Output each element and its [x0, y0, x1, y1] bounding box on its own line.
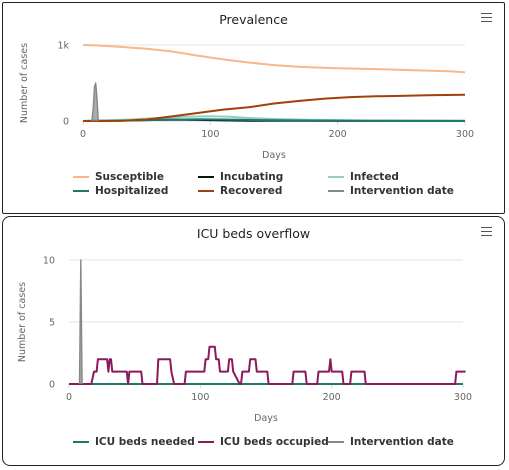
legend-item-hospitalized[interactable]: Hospitalized — [73, 185, 168, 197]
series-line-recovered[interactable] — [82, 93, 466, 122]
x-tick-label: 100 — [201, 129, 219, 140]
legend-swatch — [73, 176, 89, 178]
menu-icon[interactable] — [481, 227, 492, 237]
x-tick-label: 0 — [66, 392, 72, 403]
legend-item-susceptible[interactable]: Susceptible — [73, 171, 164, 183]
legend-item-icu-beds-occupied[interactable]: ICU beds occupied — [198, 436, 329, 448]
legend-swatch — [328, 441, 344, 443]
legend-label: Incubating — [220, 171, 284, 183]
y-tick-label: 5 — [49, 318, 55, 329]
series-line-intervention-date[interactable] — [91, 82, 99, 122]
legend-label: Recovered — [220, 185, 283, 197]
x-tick-label: 0 — [80, 129, 86, 140]
y-axis-label: Number of cases — [19, 43, 30, 123]
y-tick-label: 1k — [57, 41, 69, 52]
legend-label: Infected — [350, 171, 399, 183]
legend-label: ICU beds needed — [95, 436, 195, 448]
series-line-susceptible[interactable] — [82, 44, 466, 74]
x-tick-label: 300 — [456, 129, 474, 140]
prevalence-chart: 0 1k 0 100 200 300 Days Number of cases — [19, 41, 474, 162]
legend-label: Intervention date — [350, 436, 454, 448]
icu-title: ICU beds overflow — [196, 226, 311, 241]
prevalence-title: Prevalence — [219, 12, 288, 27]
x-axis-label: Days — [254, 413, 278, 424]
legend-swatch — [198, 190, 214, 192]
series-line-icu-beds-occupied[interactable] — [69, 345, 466, 385]
y-tick-label: 0 — [49, 380, 55, 391]
legend-label: Intervention date — [350, 185, 454, 197]
legend-item-intervention-date[interactable]: Intervention date — [328, 185, 454, 197]
series-line-intervention-date[interactable] — [78, 259, 83, 385]
legend-swatch — [328, 176, 344, 178]
legend-item-incubating[interactable]: Incubating — [198, 171, 283, 183]
x-tick-label: 200 — [329, 129, 347, 140]
prevalence-panel: Prevalence 0 1k 0 100 200 300 Days Number of ca… — [2, 2, 505, 214]
menu-icon[interactable] — [481, 13, 492, 23]
x-axis-label: Days — [262, 150, 286, 161]
legend-swatch — [73, 441, 89, 443]
legend-item-infected[interactable]: Infected — [328, 171, 399, 183]
legend-swatch — [198, 441, 214, 443]
x-tick-label: 200 — [323, 392, 341, 403]
legend-swatch — [198, 176, 214, 178]
legend-swatch — [328, 190, 344, 192]
legend-label: Susceptible — [95, 171, 165, 183]
legend-label: ICU beds occupied — [220, 436, 329, 448]
y-axis-label: Number of cases — [17, 282, 28, 362]
y-tick-label: 0 — [63, 117, 69, 128]
legend-item-intervention-date[interactable]: Intervention date — [328, 436, 454, 448]
legend-item-icu-beds-needed[interactable]: ICU beds needed — [73, 436, 195, 448]
legend-item-recovered[interactable]: Recovered — [198, 185, 282, 197]
x-tick-label: 300 — [454, 392, 472, 403]
x-tick-label: 100 — [191, 392, 209, 403]
legend-swatch — [73, 190, 89, 192]
y-tick-label: 10 — [43, 256, 55, 267]
legend-label: Hospitalized — [95, 185, 169, 197]
icu-panel: ICU beds overflow 0 5 10 0 100 200 300 Days Numb… — [2, 216, 505, 466]
